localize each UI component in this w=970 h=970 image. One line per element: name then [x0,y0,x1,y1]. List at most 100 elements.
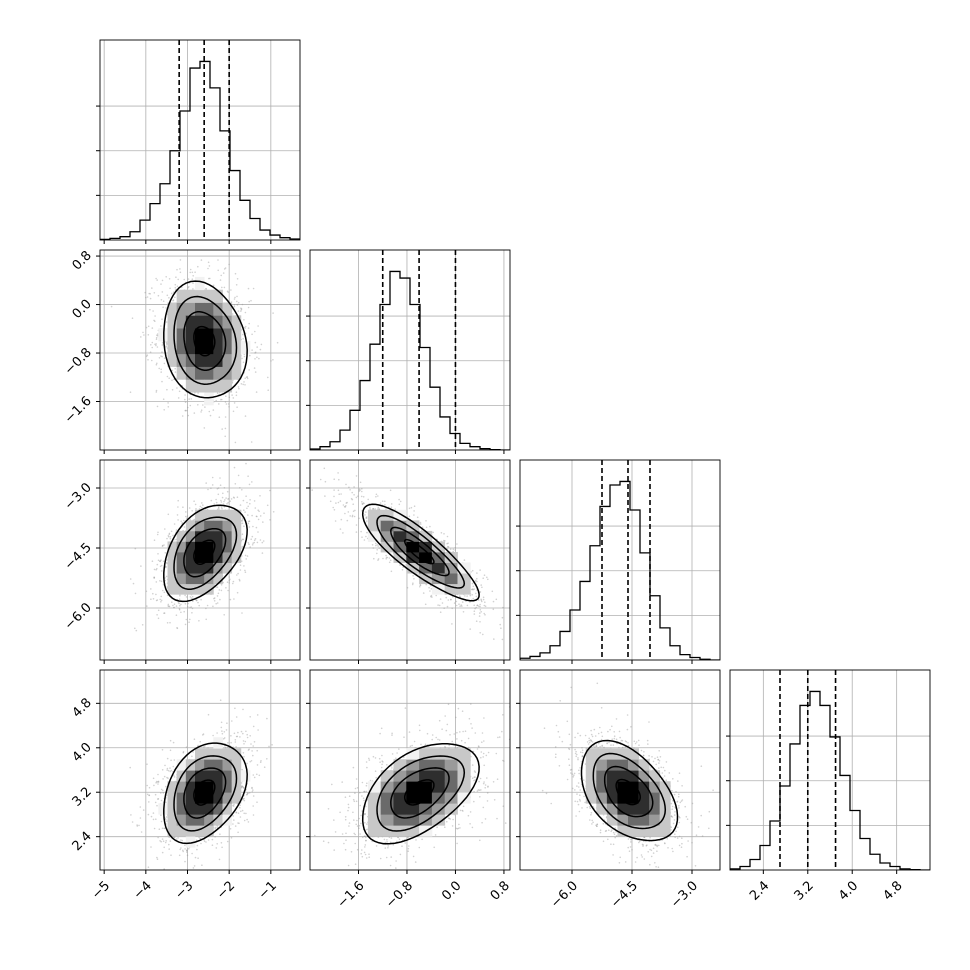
scatter-point [401,569,404,571]
density-cell [213,541,223,553]
scatter-point [149,293,151,295]
density-cell [195,366,205,380]
scatter-point [221,507,223,510]
scatter-point [254,352,256,354]
scatter-point [233,298,236,300]
density-cell [419,573,433,585]
scatter-point [242,338,244,340]
scatter-point [462,611,465,613]
density-cell [195,552,205,563]
scatter-point [244,325,247,328]
scatter-point [146,296,149,298]
scatter-point [229,578,231,581]
scatter-point [363,539,366,541]
contour-line [183,527,227,578]
scatter-point [197,601,199,604]
contour-line [173,516,238,590]
scatter-point [475,595,478,598]
scatter-point [345,505,347,507]
scatter-point [244,327,246,329]
scatter-point [361,501,363,503]
scatter-point [365,517,368,519]
scatter-point [523,620,525,622]
density-cell [185,328,196,342]
scatter-point [157,553,159,555]
scatter-point [472,585,475,588]
scatter-point [276,341,279,344]
scatter-point [219,477,221,479]
density-cell [185,340,196,355]
scatter-point [251,514,253,517]
scatter-point [244,311,247,314]
scatter-point [168,278,171,280]
scatter-point [149,297,152,300]
scatter-point [205,287,207,290]
scatter-point [228,396,231,399]
scatter-point [329,500,332,503]
scatter-point [246,376,248,378]
scatter-point [159,580,161,582]
scatter-point [224,267,227,269]
scatter-point [221,732,224,735]
scatter-point [162,560,165,563]
scatter-point [160,570,163,572]
density-cell [367,530,382,542]
scatter-point [232,580,235,583]
density-cell [213,552,223,563]
scatter-point [259,761,262,763]
scatter-point [333,489,335,491]
density-cell [431,562,446,574]
scatter-point [252,789,254,791]
scatter-point [181,415,184,417]
scatter-point [452,548,455,551]
scatter-point [361,490,363,493]
density-cell [176,541,187,553]
scatter-point [217,487,220,489]
density-cell [167,562,178,574]
density-cell [185,541,196,553]
scatter-point [177,506,179,508]
scatter-point [366,531,368,534]
scatter-point [176,285,179,288]
scatter-point [145,590,148,593]
scatter-point [346,519,349,522]
density-cell [222,328,233,342]
scatter-point [379,502,382,504]
scatter-point [148,292,150,295]
scatter-point [236,303,239,306]
scatter-point [165,345,167,347]
density-cell [222,353,233,367]
scatter-point [256,515,258,518]
scatter-point [200,411,202,413]
scatter-point [215,501,218,504]
scatter-point [324,480,327,483]
contour-line [361,503,480,602]
scatter-point [234,483,237,485]
scatter-point [145,326,148,329]
density-cell [167,353,178,367]
scatter-point [455,604,458,607]
scatter-point [165,276,167,278]
scatter-point [385,556,388,559]
scatter-point [143,334,145,336]
scatter-point [402,566,404,568]
scatter-point [203,427,206,429]
scatter-point [333,495,335,498]
scatter-point [192,282,194,285]
panel-frame [309,459,511,661]
scatter-point [183,610,185,613]
density-cell [204,562,214,574]
scatter-point [346,501,348,504]
scatter-point [166,342,168,344]
scatter-point [189,596,192,598]
scatter-point [377,559,379,561]
scatter-point [167,603,170,606]
scatter-point [413,514,415,516]
scatter-point [175,529,178,531]
scatter-point [479,609,482,611]
scatter-point [219,484,222,487]
scatter-point [479,603,481,606]
scatter-point [186,854,189,857]
scatter-point [197,404,199,406]
